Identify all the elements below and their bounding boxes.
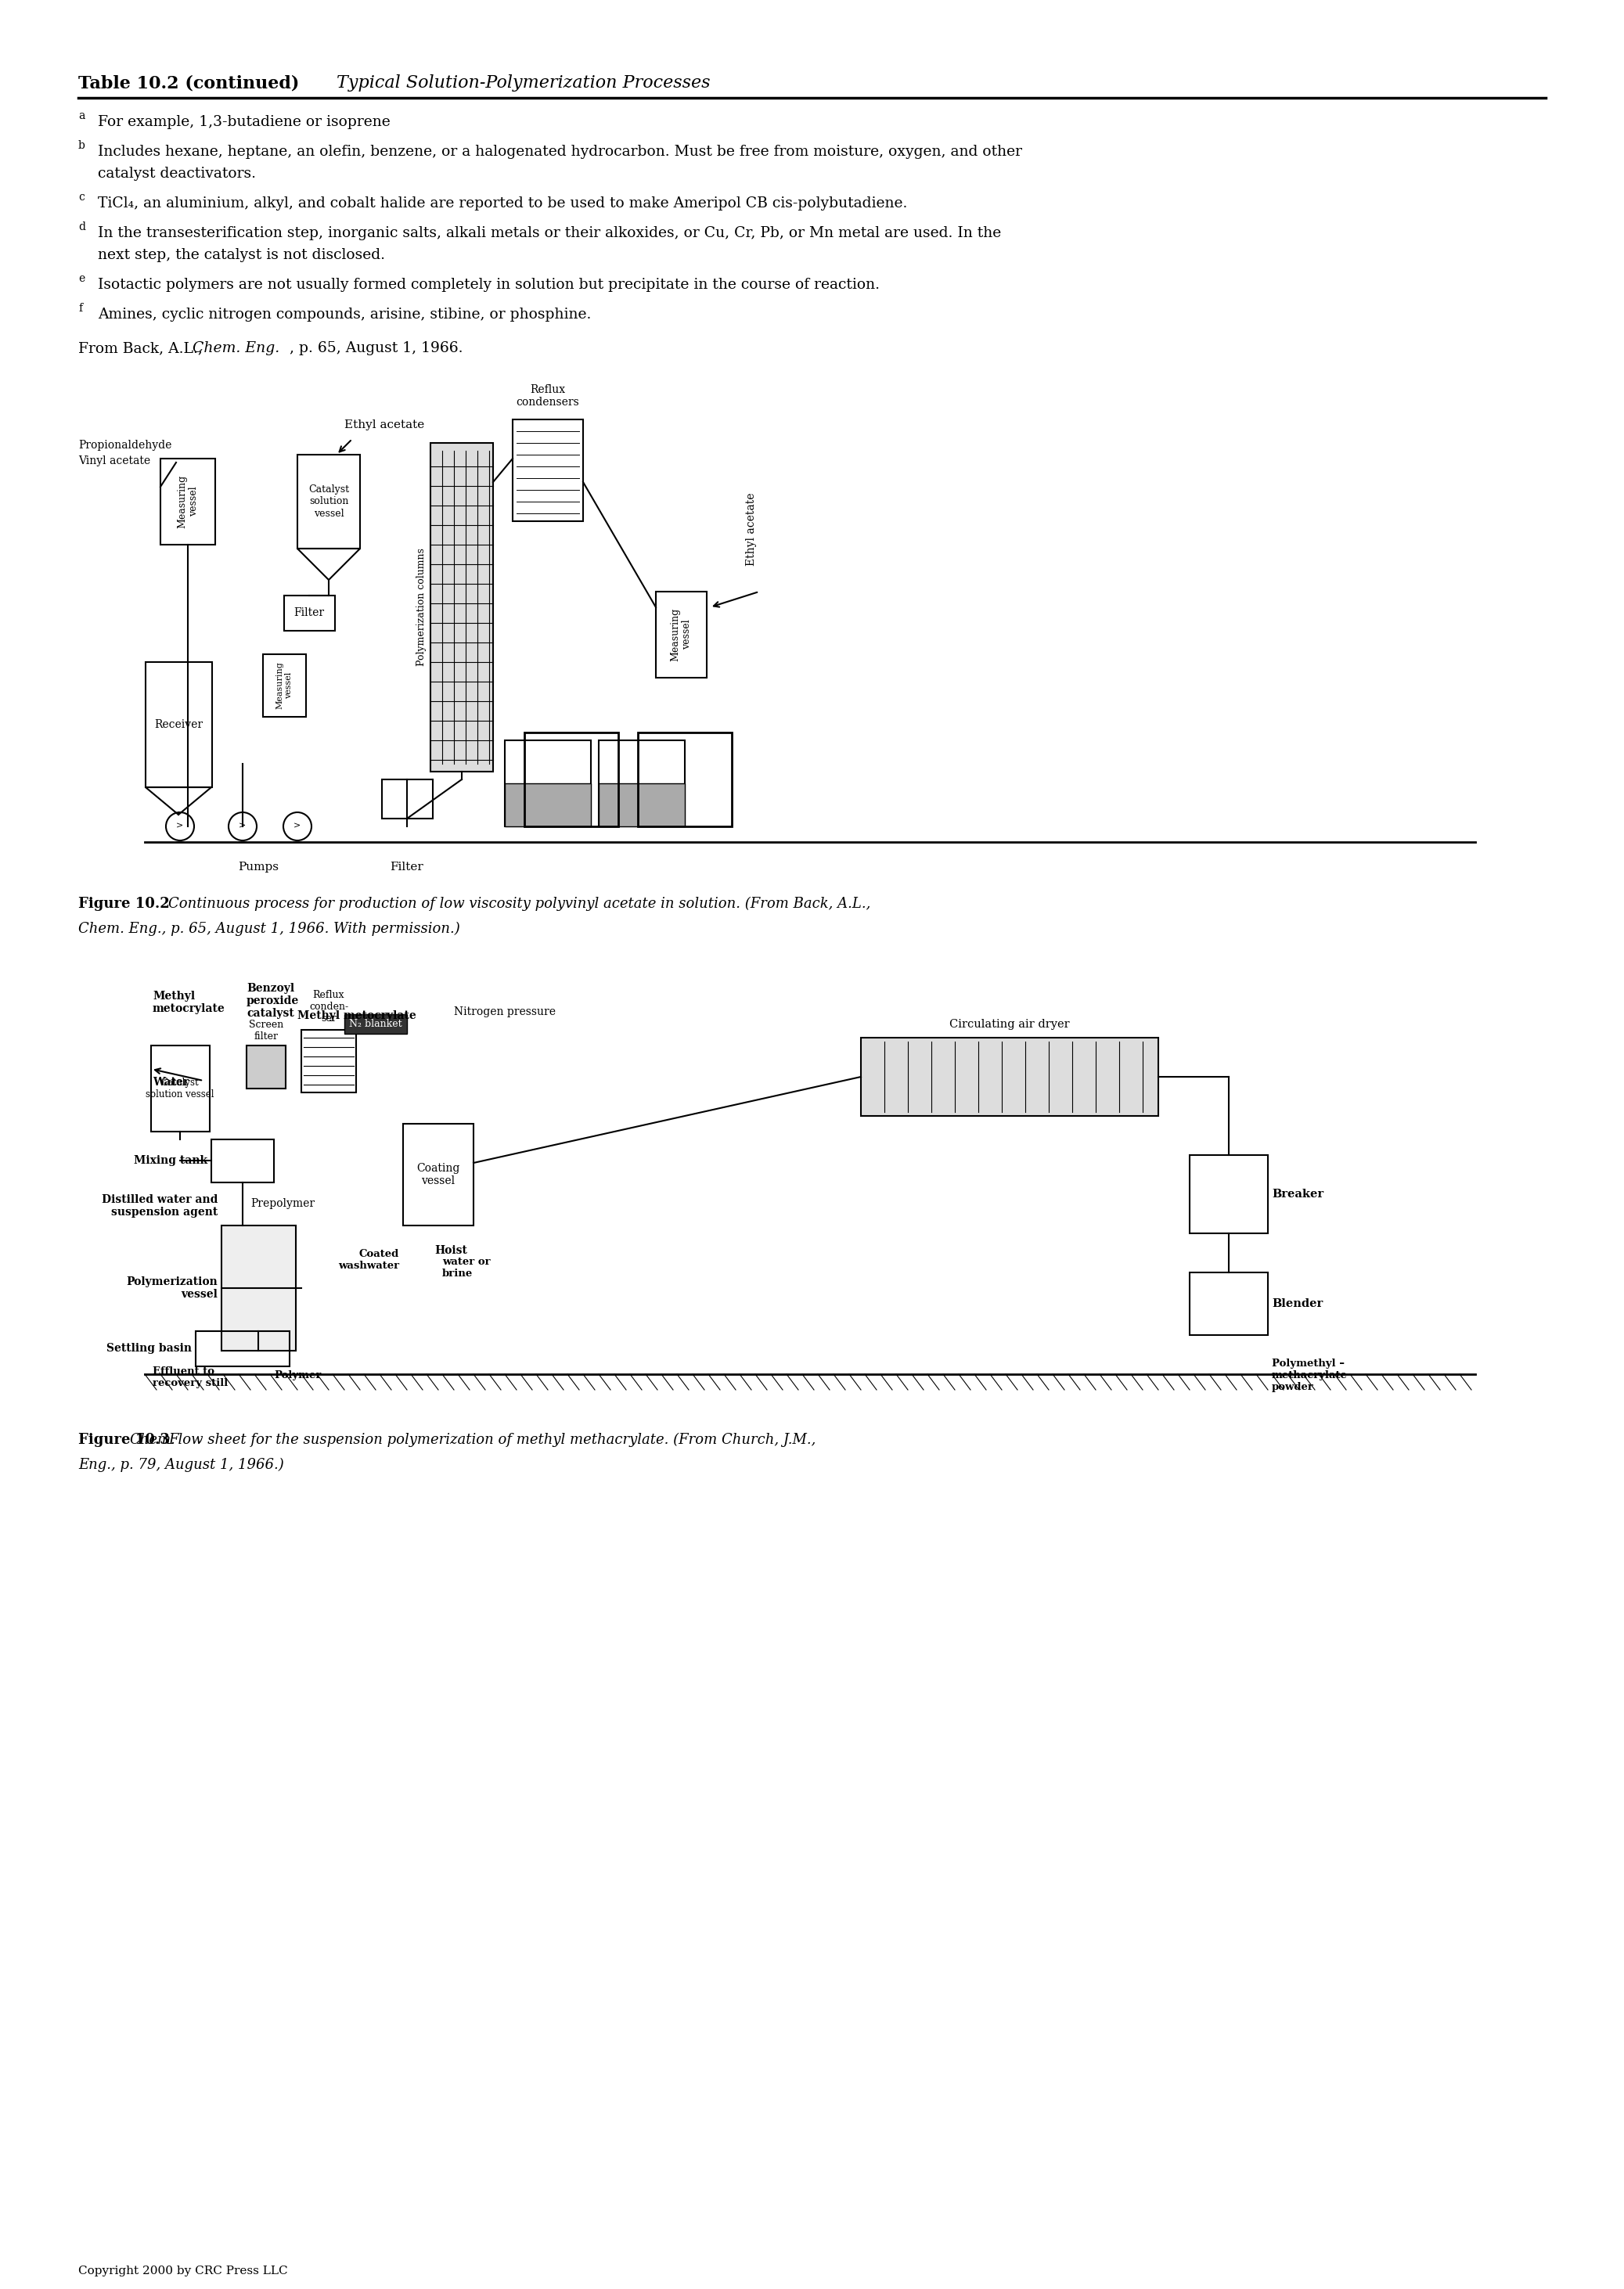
Text: Polymethyl –
methacrylate
powder: Polymethyl – methacrylate powder <box>1272 1360 1348 1392</box>
Text: Effluent to
recovery still: Effluent to recovery still <box>153 1367 227 1387</box>
Bar <box>513 419 583 522</box>
Text: Screen
filter: Screen filter <box>248 1019 284 1041</box>
Text: Ethyl acetate: Ethyl acetate <box>344 419 424 430</box>
Text: Table 10.2 (continued): Table 10.2 (continued) <box>78 73 299 92</box>
Text: Continuous process for production of low viscosity polyvinyl acetate in solution: Continuous process for production of low… <box>169 897 870 911</box>
Text: b: b <box>78 140 84 151</box>
Bar <box>1190 1273 1268 1334</box>
Text: TiCl₄, an aluminium, alkyl, and cobalt halide are reported to be used to make Am: TiCl₄, an aluminium, alkyl, and cobalt h… <box>97 197 908 211</box>
Text: Filter: Filter <box>294 607 325 618</box>
Bar <box>151 1046 209 1131</box>
Text: Breaker: Breaker <box>1272 1188 1324 1199</box>
Text: Settling basin: Settling basin <box>107 1344 192 1353</box>
Text: Chem. Eng., p. 65, August 1, 1966. With permission.): Chem. Eng., p. 65, August 1, 1966. With … <box>78 922 460 936</box>
Text: Coating
vessel: Coating vessel <box>417 1163 460 1186</box>
Text: Includes hexane, heptane, an olefin, benzene, or a halogenated hydrocarbon. Must: Includes hexane, heptane, an olefin, ben… <box>97 144 1021 158</box>
Text: Blender: Blender <box>1272 1298 1324 1309</box>
Text: Chem.: Chem. <box>130 1433 175 1447</box>
Text: Receiver: Receiver <box>154 719 203 730</box>
Text: e: e <box>78 272 84 284</box>
Bar <box>195 1332 289 1367</box>
Text: Nitrogen pressure: Nitrogen pressure <box>455 1007 555 1016</box>
Bar <box>861 1037 1158 1117</box>
Text: >: > <box>239 822 247 831</box>
Text: Polymerization
vessel: Polymerization vessel <box>127 1277 218 1300</box>
Text: d: d <box>78 222 86 233</box>
Text: In the transesterification step, inorganic salts, alkali metals or their alkoxid: In the transesterification step, inorgan… <box>97 227 1002 240</box>
Bar <box>599 739 685 826</box>
Text: Measuring
vessel: Measuring vessel <box>671 609 692 662</box>
Bar <box>430 444 494 771</box>
Bar <box>1190 1156 1268 1234</box>
Text: Water: Water <box>153 1076 188 1087</box>
Bar <box>297 456 361 549</box>
Bar <box>505 783 591 826</box>
Bar <box>382 781 434 819</box>
Text: Copyright 2000 by CRC Press LLC: Copyright 2000 by CRC Press LLC <box>78 2266 287 2278</box>
Text: Mixing tank: Mixing tank <box>133 1156 208 1165</box>
Text: Benzoyl
peroxide
catalyst: Benzoyl peroxide catalyst <box>247 982 299 1019</box>
Text: water or
brine: water or brine <box>442 1257 490 1280</box>
Bar <box>263 655 305 716</box>
Text: >: > <box>294 822 300 831</box>
Text: Filter: Filter <box>390 861 424 872</box>
Text: Vinyl acetate: Vinyl acetate <box>78 456 151 467</box>
Text: Measuring
vessel: Measuring vessel <box>177 474 198 529</box>
Text: Pumps: Pumps <box>239 861 279 872</box>
Text: Ethyl acetate: Ethyl acetate <box>745 492 757 565</box>
Bar <box>284 595 335 632</box>
Bar <box>344 1014 408 1035</box>
Text: Amines, cyclic nitrogen compounds, arisine, stibine, or phosphine.: Amines, cyclic nitrogen compounds, arisi… <box>97 307 591 323</box>
Text: f: f <box>78 302 83 314</box>
Text: a: a <box>78 110 84 121</box>
Bar <box>599 783 685 826</box>
Text: Flow sheet for the suspension polymerization of methyl methacrylate. (From Churc: Flow sheet for the suspension polymeriza… <box>169 1433 820 1447</box>
Text: c: c <box>78 192 84 204</box>
Bar <box>221 1225 296 1351</box>
Text: Chem. Eng.: Chem. Eng. <box>193 341 279 355</box>
Text: For example, 1,3-butadiene or isoprene: For example, 1,3-butadiene or isoprene <box>97 114 390 128</box>
Text: catalyst deactivators.: catalyst deactivators. <box>97 167 257 181</box>
Text: Measuring
vessel: Measuring vessel <box>276 662 292 710</box>
Text: Catalyst
solution vessel: Catalyst solution vessel <box>146 1078 214 1099</box>
Text: Methyl
metocrylate: Methyl metocrylate <box>153 991 226 1014</box>
Text: Eng., p. 79, August 1, 1966.): Eng., p. 79, August 1, 1966.) <box>78 1458 284 1472</box>
Text: Hoist: Hoist <box>434 1245 468 1257</box>
Text: Typical Solution-Polymerization Processes: Typical Solution-Polymerization Processe… <box>336 73 710 92</box>
Text: Prepolymer: Prepolymer <box>250 1197 315 1209</box>
Text: Polymer: Polymer <box>274 1371 322 1380</box>
Text: Reflux
condensers: Reflux condensers <box>516 385 580 407</box>
Bar <box>638 732 732 826</box>
Bar <box>146 662 213 787</box>
Text: , p. 65, August 1, 1966.: , p. 65, August 1, 1966. <box>289 341 463 355</box>
Bar <box>656 591 706 678</box>
Text: Circulating air dryer: Circulating air dryer <box>950 1019 1070 1030</box>
Bar <box>211 1140 274 1183</box>
Bar <box>161 458 216 545</box>
Text: Polymerization columns: Polymerization columns <box>416 549 427 666</box>
Text: N₂ blanket: N₂ blanket <box>349 1019 403 1028</box>
Text: Figure 10.2: Figure 10.2 <box>78 897 169 911</box>
Text: next step, the catalyst is not disclosed.: next step, the catalyst is not disclosed… <box>97 247 385 263</box>
Text: Isotactic polymers are not usually formed completely in solution but precipitate: Isotactic polymers are not usually forme… <box>97 277 880 293</box>
Text: Catalyst
solution
vessel: Catalyst solution vessel <box>309 485 349 517</box>
Bar <box>247 1046 286 1090</box>
Bar <box>525 732 619 826</box>
Bar <box>302 1030 356 1092</box>
Text: From Back, A.L.,: From Back, A.L., <box>78 341 208 355</box>
Text: Distilled water and
suspension agent: Distilled water and suspension agent <box>101 1195 218 1218</box>
Bar <box>403 1124 474 1225</box>
Text: Propionaldehyde: Propionaldehyde <box>78 439 172 451</box>
Text: >: > <box>177 822 184 831</box>
Text: Methyl metocrylate: Methyl metocrylate <box>297 1009 416 1021</box>
Bar <box>505 739 591 826</box>
Text: Reflux
conden-
ser: Reflux conden- ser <box>309 989 348 1023</box>
Text: Figure 10.3: Figure 10.3 <box>78 1433 169 1447</box>
Text: Coated
washwater: Coated washwater <box>338 1250 400 1270</box>
